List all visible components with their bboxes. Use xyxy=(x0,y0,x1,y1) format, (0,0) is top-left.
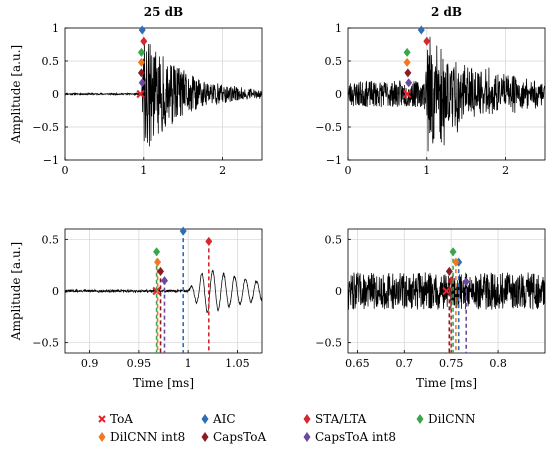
arrival-marker xyxy=(462,277,470,287)
arrival-marker xyxy=(157,266,165,276)
x-tick-label: 1 xyxy=(140,164,147,177)
legend-marker xyxy=(201,432,209,442)
legend-marker xyxy=(98,415,106,423)
x-tick-label: 0.75 xyxy=(439,357,464,370)
y-tick-label: −0.5 xyxy=(315,337,342,350)
x-tick-label: 0.9 xyxy=(81,357,99,370)
arrival-marker xyxy=(404,68,412,78)
y-tick-label: −1 xyxy=(326,154,342,167)
panel-title: 2 dB xyxy=(431,5,462,19)
x-tick-label: 1 xyxy=(423,164,430,177)
legend-marker xyxy=(201,414,209,424)
y-tick-label: −1 xyxy=(43,154,59,167)
chart-panel: 0.65 0.7 0.75 0.8 −0.5 0 0.5 Time [ms] xyxy=(315,228,546,390)
arrival-marker xyxy=(405,78,413,88)
chart-panel: 0 1 2 −1 −0.5 0 0.5 1 2 dB xyxy=(315,5,546,177)
x-tick-label: 0.65 xyxy=(345,357,370,370)
arrival-marker xyxy=(423,36,431,46)
legend-label: CapsToA xyxy=(213,430,266,444)
x-tick-label: 0 xyxy=(345,164,352,177)
signal-trace xyxy=(348,36,545,152)
y-tick-label: 0 xyxy=(52,88,59,101)
legend-marker xyxy=(416,414,424,424)
legend-label: DilCNN int8 xyxy=(110,430,185,444)
arrival-marker xyxy=(140,36,148,46)
legend-label: ToA xyxy=(110,412,133,426)
legend-label: AIC xyxy=(212,412,236,426)
arrival-marker xyxy=(445,266,453,276)
arrival-marker xyxy=(403,57,411,67)
chart-panel: 0 1 2 −1 −0.5 0 0.5 1 25 dB Amplitude [a.u.] xyxy=(9,5,263,177)
legend-label: STA/LTA xyxy=(315,412,367,426)
legend-label: CapsToA int8 xyxy=(315,430,396,444)
toa-marker xyxy=(136,89,145,99)
arrival-marker xyxy=(205,236,213,246)
chart-panel: 0.9 0.95 1 1.05 −0.5 0 0.5 Time [ms] Amplitude [… xyxy=(9,226,263,390)
x-axis-label: Time [ms] xyxy=(416,376,477,390)
y-tick-label: −0.5 xyxy=(32,121,59,134)
arrival-marker xyxy=(138,25,146,35)
arrival-marker xyxy=(160,276,168,286)
x-tick-label: 0.95 xyxy=(127,357,152,370)
legend-marker xyxy=(303,414,311,424)
panel-title: 25 dB xyxy=(144,5,183,19)
arrival-marker xyxy=(137,68,145,78)
y-tick-label: −0.5 xyxy=(315,121,342,134)
arrival-marker xyxy=(449,247,457,257)
y-tick-label: 1 xyxy=(335,22,342,35)
y-tick-label: 0.5 xyxy=(42,55,60,68)
x-tick-label: 2 xyxy=(502,164,509,177)
legend: ToA AIC STA/LTA DilCNN DilCNN int8 CapsToA Cap… xyxy=(98,412,475,444)
x-tick-label: 0.7 xyxy=(396,357,414,370)
arrival-marker xyxy=(138,78,146,88)
legend-marker xyxy=(98,432,106,442)
signal-trace xyxy=(65,269,262,314)
y-axis-label: Amplitude [a.u.] xyxy=(9,242,23,341)
toa-marker xyxy=(152,286,161,296)
arrival-marker xyxy=(403,47,411,57)
arrival-marker xyxy=(179,226,187,236)
legend-marker xyxy=(303,432,311,442)
arrival-marker xyxy=(137,57,145,67)
y-tick-label: 0 xyxy=(52,285,59,298)
signal-trace xyxy=(65,38,262,147)
arrival-marker xyxy=(137,47,145,57)
arrival-marker xyxy=(417,25,425,35)
x-tick-label: 1 xyxy=(185,357,192,370)
y-tick-label: 0 xyxy=(335,285,342,298)
x-tick-label: 1.05 xyxy=(225,357,250,370)
x-tick-label: 0 xyxy=(62,164,69,177)
arrival-marker xyxy=(154,257,162,267)
y-tick-label: 0.5 xyxy=(325,233,343,246)
toa-marker xyxy=(402,89,412,99)
x-tick-label: 0.8 xyxy=(489,357,507,370)
y-tick-label: 0 xyxy=(335,88,342,101)
y-axis-label: Amplitude [a.u.] xyxy=(9,45,23,144)
legend-label: DilCNN xyxy=(428,412,475,426)
x-axis-label: Time [ms] xyxy=(133,376,194,390)
arrival-marker xyxy=(153,247,161,257)
x-tick-label: 2 xyxy=(219,164,226,177)
y-tick-label: 0.5 xyxy=(42,233,60,246)
arrival-marker xyxy=(452,257,460,267)
y-tick-label: 0.5 xyxy=(325,55,343,68)
y-tick-label: 1 xyxy=(52,22,59,35)
y-tick-label: −0.5 xyxy=(32,337,59,350)
